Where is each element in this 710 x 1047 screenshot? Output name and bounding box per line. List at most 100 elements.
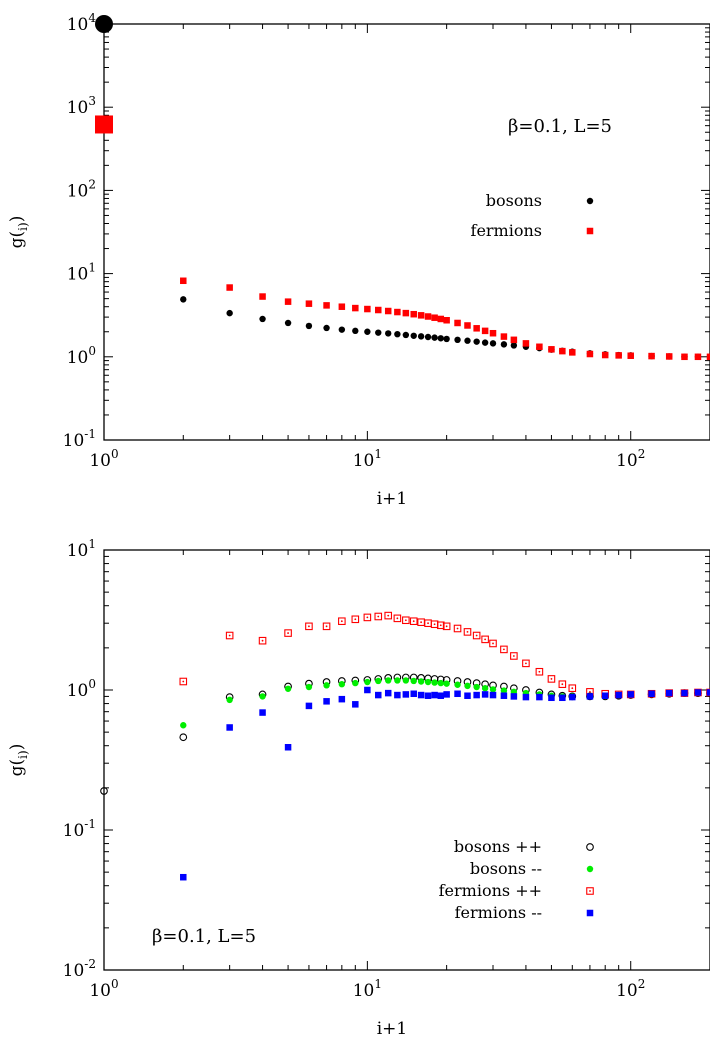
marker-center [433, 623, 436, 626]
data-point [431, 334, 438, 341]
data-point [569, 693, 576, 701]
data-point [489, 686, 497, 693]
marker-center [475, 634, 478, 637]
data-point [394, 691, 401, 699]
data-point [481, 691, 489, 698]
x-tick-label: 101 [353, 447, 382, 471]
marker-outline [472, 631, 481, 640]
data-point [364, 305, 371, 313]
series-fermions- [180, 686, 710, 881]
marker-center [354, 618, 357, 621]
data-point [536, 693, 543, 701]
data-point [338, 617, 346, 626]
data-point [375, 677, 382, 685]
data-point [364, 328, 371, 335]
data-point [226, 284, 233, 291]
y-axis: 10-2 10-1 100 101 [63, 537, 710, 981]
data-point [95, 15, 113, 33]
data-point [424, 692, 432, 699]
legend-marker [586, 227, 594, 235]
data-point [352, 701, 359, 708]
y-tick-label: 103 [67, 94, 96, 118]
x-tick-label: 102 [616, 447, 645, 471]
data-point [500, 692, 508, 699]
data-point [548, 346, 555, 353]
data-point [442, 622, 451, 631]
data-point [522, 693, 530, 701]
data-point [258, 636, 267, 645]
marker-outline [258, 636, 267, 645]
legend-label: fermions ++ [439, 881, 542, 900]
data-point [180, 277, 187, 285]
data-point [665, 689, 673, 697]
marker-center [228, 634, 231, 637]
marker-center [561, 683, 564, 686]
data-point [558, 680, 567, 689]
data-point [338, 303, 346, 310]
data-point [305, 702, 313, 710]
data-point [417, 678, 425, 685]
data-point [226, 309, 233, 317]
data-point [489, 691, 497, 699]
data-point [338, 681, 346, 688]
legend-marker [586, 887, 594, 895]
data-point [601, 692, 609, 699]
marker-outline [384, 611, 393, 620]
data-point [627, 352, 634, 359]
data-point [351, 615, 360, 624]
plot-frame [103, 549, 710, 971]
data-point [431, 691, 438, 699]
marker-center [589, 690, 591, 693]
data-point [472, 631, 481, 640]
marker-center [325, 625, 328, 628]
data-point [394, 330, 401, 338]
x-axis-title: i+1 [377, 1019, 408, 1039]
data-point [510, 652, 518, 660]
y-tick-label: 10-1 [63, 817, 96, 841]
y-axis: 10-1 100 101 102 103 104 [63, 11, 710, 451]
data-point [437, 679, 444, 687]
data-point [500, 333, 508, 340]
data-point [322, 622, 331, 631]
marker-center [387, 614, 390, 617]
data-point [454, 319, 461, 327]
data-point [454, 690, 461, 698]
data-point [100, 787, 108, 795]
data-point [385, 330, 392, 337]
data-point [284, 298, 292, 305]
data-point [510, 336, 518, 344]
marker-outline [284, 629, 292, 637]
y-tick-label: 100 [67, 344, 96, 368]
y-tick-label: 101 [67, 537, 96, 561]
marker-outline [305, 622, 313, 631]
marker-center [589, 890, 591, 892]
data-point [681, 353, 688, 361]
marker-outline [453, 624, 462, 633]
marker-outline [535, 667, 544, 676]
series-bosons [95, 15, 710, 360]
data-point [323, 698, 330, 705]
data-point [489, 639, 497, 648]
data-point [473, 683, 480, 691]
x-axis: 100 101 102 [89, 24, 710, 471]
marker-outline [351, 615, 360, 624]
series-fermions [95, 115, 710, 361]
marker-center [412, 620, 415, 623]
data-point [510, 693, 518, 700]
marker-center [261, 639, 264, 642]
y-tick-label: 100 [67, 677, 96, 701]
marker-outline [402, 616, 410, 625]
data-point [601, 351, 609, 359]
data-point [536, 343, 543, 351]
data-point [510, 342, 518, 349]
marker-center [550, 678, 553, 680]
data-point [424, 619, 432, 628]
marker-outline [558, 680, 567, 689]
marker-center [308, 625, 310, 628]
data-point [284, 744, 292, 751]
data-point [424, 313, 432, 320]
bottom-panel: 100 101 102 10-2 10-1 100 101 i+1 g(i)) bosons ++… [7, 537, 710, 1039]
data-point [500, 687, 508, 694]
marker-center [538, 670, 541, 673]
data-point [375, 306, 382, 314]
